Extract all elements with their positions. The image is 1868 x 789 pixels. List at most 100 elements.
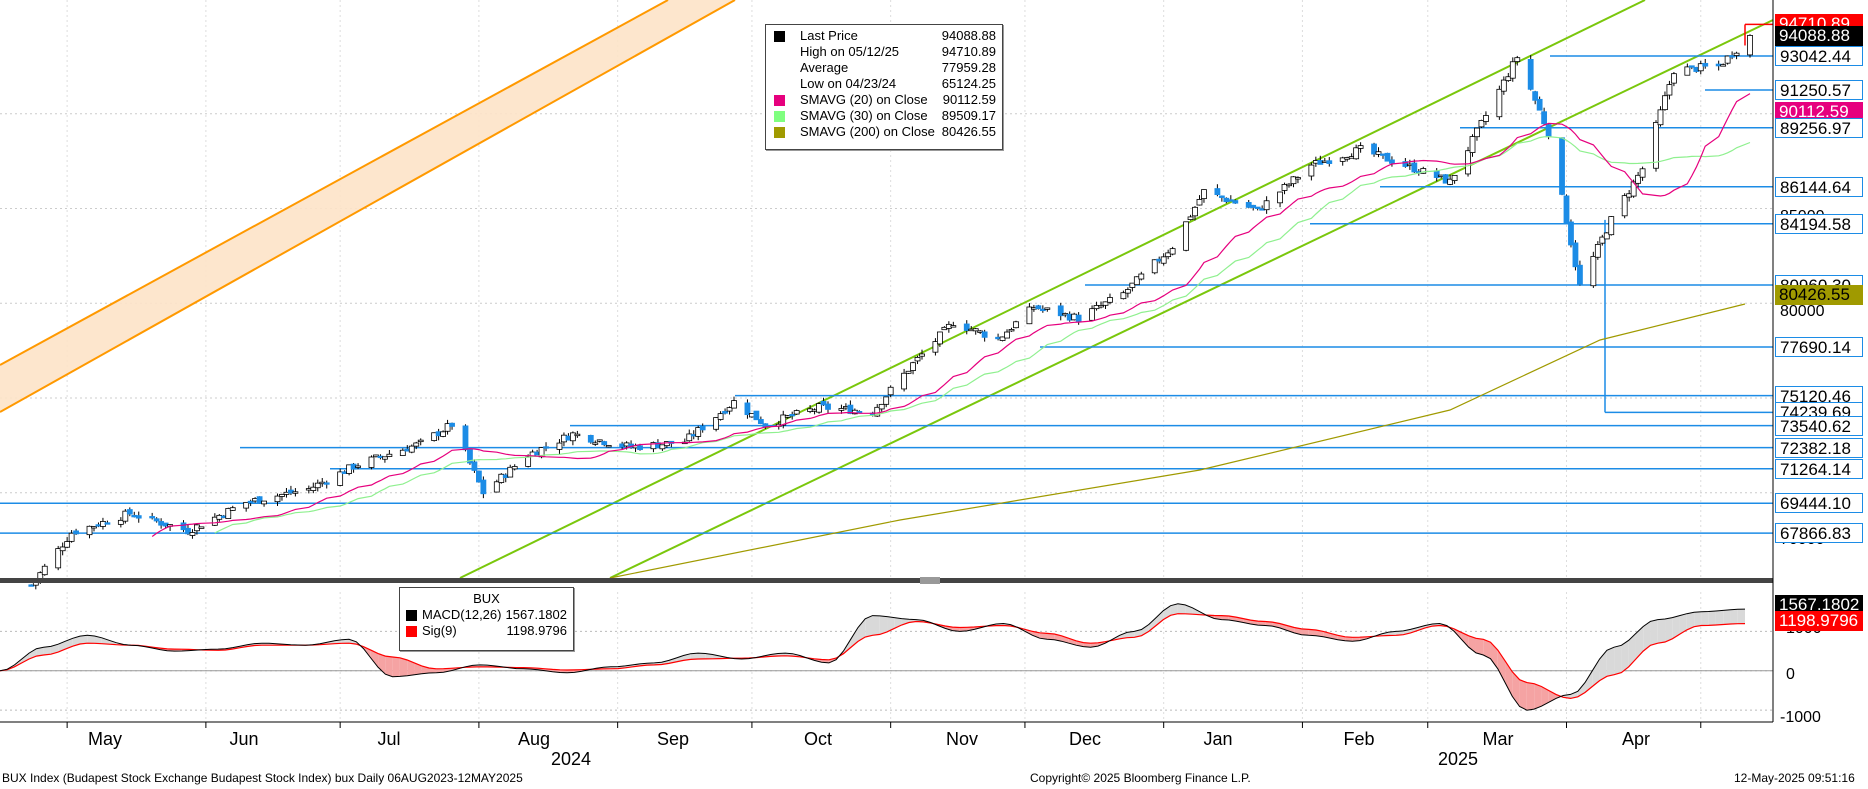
candle-body — [28, 584, 35, 587]
candle-body — [185, 527, 191, 535]
candle-body — [717, 413, 724, 420]
macd-histogram-fill — [1257, 621, 1266, 626]
candle-body — [382, 456, 388, 460]
candle-body — [950, 325, 957, 328]
macd-histogram-fill — [712, 654, 720, 659]
moving-averages — [151, 93, 1751, 579]
candle-body — [1326, 160, 1333, 164]
price-legend: Last Price 94088.88 High on 05/12/25 94710… — [765, 24, 1003, 150]
candle-body — [1697, 63, 1704, 72]
macd-value-label: 1198.9796 — [1775, 611, 1863, 631]
candle-body — [1089, 308, 1095, 321]
macd-histogram-fill — [1650, 619, 1658, 646]
macd-histogram-fill — [443, 668, 451, 673]
candle-body — [695, 427, 702, 437]
candle-body — [699, 425, 706, 431]
candle-body — [887, 386, 894, 396]
macd-histogram-fill — [1461, 632, 1469, 648]
price-label: 72382.18 — [1775, 437, 1863, 458]
candle-body — [910, 362, 916, 371]
candle-body — [256, 496, 263, 504]
candle-body — [462, 425, 469, 451]
legend-row-smavg20: SMAVG (20) on Close 90112.59 — [774, 92, 998, 108]
month-label: Jul — [377, 729, 401, 749]
macd-histogram-fill — [1672, 615, 1680, 639]
candle-body — [1165, 252, 1172, 258]
macd-histogram-fill — [1119, 632, 1127, 639]
candle-body — [225, 508, 232, 519]
candle-body — [1568, 221, 1574, 246]
macd-histogram-fill — [1657, 619, 1666, 644]
candle-body — [68, 532, 75, 542]
legend-row-low: Low on 04/23/24 65124.25 — [800, 76, 996, 91]
candle-body — [41, 565, 48, 576]
candle-body — [1183, 221, 1189, 251]
macd-histogram-fill — [1701, 611, 1709, 626]
candle-body — [874, 406, 881, 417]
candle-body — [1577, 264, 1583, 285]
candle-body — [1733, 52, 1740, 56]
candle-body — [1013, 321, 1019, 329]
month-label: Jun — [229, 729, 259, 749]
candle-body — [1214, 188, 1221, 196]
candle-body — [198, 526, 205, 529]
macd-histogram-fill — [1512, 671, 1520, 707]
candle-body — [1138, 273, 1145, 280]
macd-histogram-fill — [1534, 683, 1542, 710]
candle-body — [936, 331, 943, 345]
candle-body — [1505, 76, 1512, 82]
candle-body — [274, 495, 281, 503]
candle-body — [596, 439, 603, 442]
month-label: Feb — [1343, 729, 1375, 749]
candle-body — [1245, 202, 1252, 208]
candle-body — [1286, 183, 1292, 187]
macd-histogram-fill — [36, 647, 44, 657]
candle-body — [104, 522, 111, 525]
candle-body — [847, 404, 854, 414]
candle-body — [1603, 232, 1610, 240]
macd-histogram-fill — [1265, 621, 1273, 627]
candle-body — [1572, 242, 1579, 268]
candle-body — [91, 526, 97, 529]
macd-histogram-fill — [1715, 610, 1724, 626]
candle-body — [1192, 206, 1198, 217]
candle-body — [914, 357, 921, 362]
candle-body — [408, 445, 415, 453]
candle-body — [1729, 55, 1735, 58]
candle-body — [1129, 282, 1136, 288]
month-label: Mar — [1482, 729, 1514, 749]
candle-body — [431, 432, 438, 441]
macd-histogram-fill — [1585, 670, 1593, 693]
macd-value-label: 1567.1802 — [1775, 595, 1863, 615]
macd-histogram-fill — [1083, 642, 1091, 648]
macd-histogram-fill — [1730, 609, 1738, 625]
candle-body — [1532, 91, 1539, 101]
candle-body — [444, 423, 451, 432]
candle-body — [981, 331, 988, 338]
legend-row-average: Average 77959.28 — [800, 60, 996, 75]
candle-body — [86, 525, 93, 536]
candle-body — [878, 403, 885, 410]
candle-body — [637, 445, 643, 451]
orange-channel-bottom — [0, 0, 736, 413]
candle-body — [1044, 307, 1051, 310]
candle-body — [399, 449, 406, 456]
green-trend-lower — [609, 19, 1774, 579]
candle-body — [1339, 157, 1346, 162]
green-trend-upper — [459, 0, 1646, 579]
candle-body — [1151, 259, 1158, 274]
candle-body — [511, 466, 518, 470]
candle-body — [1201, 189, 1207, 200]
candle-body — [1594, 244, 1601, 258]
price-label: 73540.62 — [1775, 415, 1863, 436]
footer-title: BUX Index (Budapest Stock Exchange Budap… — [2, 771, 523, 785]
macd-histogram-fill — [1483, 639, 1491, 659]
candle-body — [1608, 216, 1615, 236]
macd-histogram-fill — [436, 668, 444, 673]
candle-body — [413, 442, 420, 447]
macd-histogram-fill — [385, 656, 393, 677]
candle-body — [279, 493, 285, 497]
macd-histogram-fill — [79, 635, 88, 645]
candle-body — [1308, 164, 1315, 177]
